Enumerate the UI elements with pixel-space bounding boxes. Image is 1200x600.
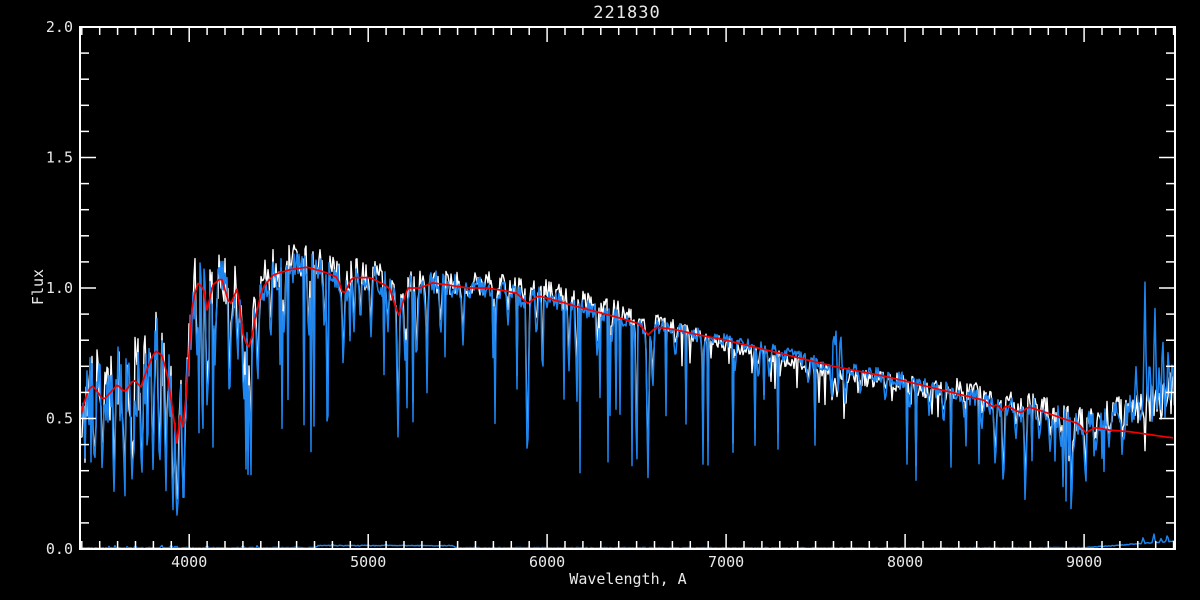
x-tick-label: 7000 — [708, 553, 744, 571]
x-tick-label: 8000 — [887, 553, 923, 571]
x-tick-label: 9000 — [1066, 553, 1102, 571]
y-tick-label: 1.0 — [46, 279, 73, 297]
axis-ticks — [81, 26, 1175, 550]
x-tick-label: 4000 — [171, 553, 207, 571]
model-fit-trace — [80, 266, 1174, 445]
plot-frame — [79, 26, 1176, 550]
spectra-layer — [80, 244, 1175, 549]
y-tick-label: 1.5 — [46, 149, 73, 167]
x-axis-tick-labels: 4000 5000 6000 7000 8000 9000 — [171, 553, 1102, 571]
y-axis-title: Flux — [29, 268, 47, 306]
x-tick-label: 5000 — [350, 553, 386, 571]
observed-spectrum-trace — [80, 244, 1175, 500]
y-tick-label: 0.0 — [46, 540, 73, 558]
y-axis-tick-labels: 0.0 0.5 1.0 1.5 2.0 — [46, 18, 73, 558]
x-axis-title: Wavelength, A — [569, 570, 687, 588]
x-tick-label: 6000 — [529, 553, 565, 571]
error-spectrum-trace — [80, 533, 1175, 549]
y-tick-label: 0.5 — [46, 410, 73, 428]
y-tick-label: 2.0 — [46, 18, 73, 36]
chart-title: 221830 — [593, 3, 661, 23]
rebinned-spectrum-trace — [80, 252, 1175, 516]
